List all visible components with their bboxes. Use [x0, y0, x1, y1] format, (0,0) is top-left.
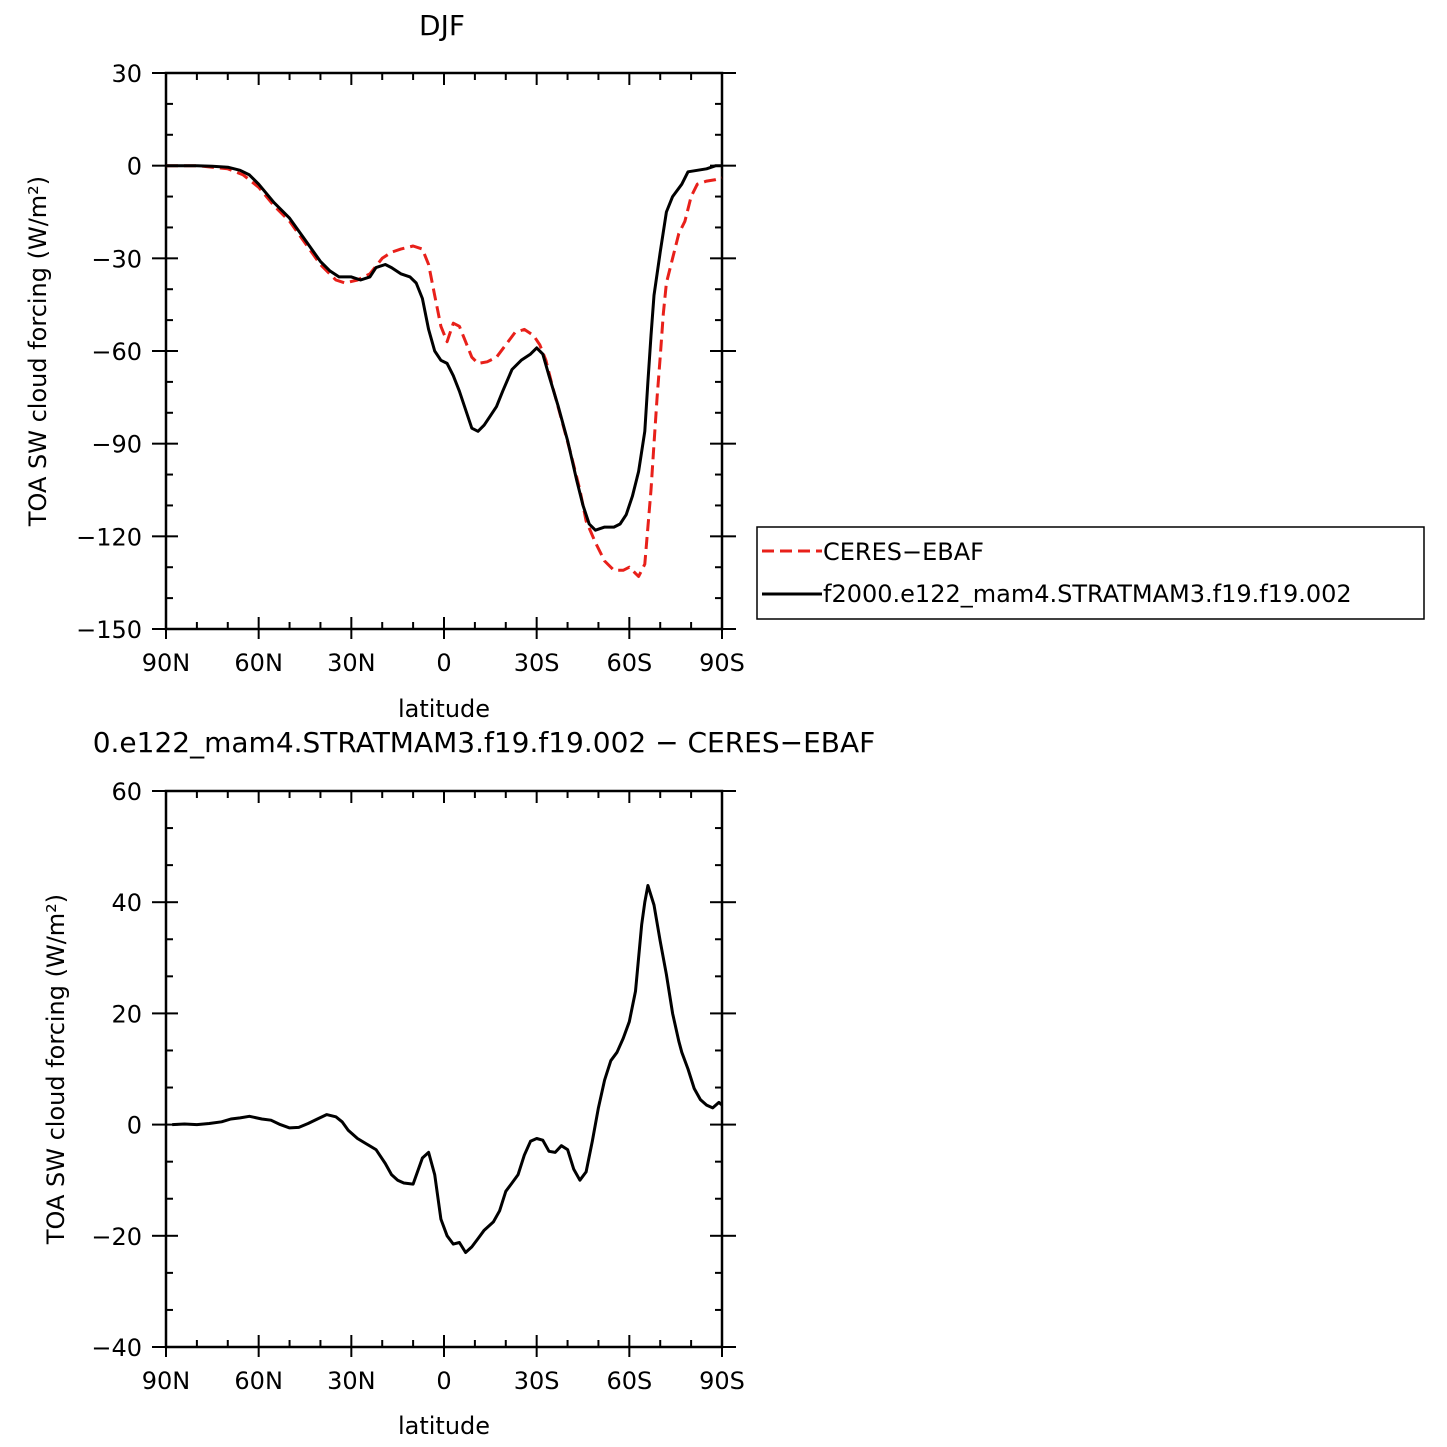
y-tick-label: −90	[91, 431, 142, 459]
top-plot-frame	[164, 71, 724, 631]
top-chart-title: DJF	[419, 9, 465, 42]
bottom-y-ticks: 60 40 20 0 −20 −40	[91, 778, 736, 1362]
bottom-y-axis-label: TOA SW cloud forcing (W/m²)	[42, 894, 70, 1245]
bottom-x-axis-label: latitude	[398, 1412, 490, 1440]
top-x-axis-label: latitude	[398, 695, 490, 723]
x-tick-label: 60N	[234, 1367, 283, 1395]
top-y-axis-label: TOA SW cloud forcing (W/m²)	[24, 176, 52, 527]
x-tick-label: 30S	[514, 649, 560, 677]
x-tick-label: 30N	[327, 649, 376, 677]
x-tick-label: 90S	[699, 649, 745, 677]
y-tick-label: 20	[111, 1000, 142, 1028]
x-tick-label: 30N	[327, 1367, 376, 1395]
series-line-1	[166, 164, 722, 532]
bottom-series	[172, 884, 723, 1254]
x-tick-label: 60N	[234, 649, 283, 677]
y-tick-label: −150	[76, 616, 142, 644]
x-tick-label: 90S	[699, 1367, 745, 1395]
x-tick-label: 0	[436, 649, 451, 677]
bottom-x-ticks: 90N 60N 30N 0 30S 60S 90S	[142, 791, 745, 1395]
x-tick-label: 0	[436, 1367, 451, 1395]
y-tick-label: 60	[111, 778, 142, 806]
legend-box	[756, 526, 1425, 620]
top-x-ticks: 90N 60N 30N 0 30S 60S 90S	[142, 73, 745, 677]
x-tick-label: 90N	[142, 1367, 191, 1395]
x-tick-label: 60S	[606, 649, 652, 677]
y-tick-label: −60	[91, 338, 142, 366]
series-line-0	[172, 884, 723, 1254]
y-tick-label: 30	[111, 60, 142, 88]
top-y-ticks: 30 0 −30 −60 −90 −120 −150	[76, 60, 736, 644]
x-tick-label: 90N	[142, 649, 191, 677]
y-tick-label: −30	[91, 245, 142, 273]
top-panel: DJF 90N 60N 30N 0 30S 60S 90S 30 0 −30 −60 −90 −120…	[24, 9, 745, 723]
y-tick-label: 0	[127, 153, 142, 181]
y-tick-label: 40	[111, 889, 142, 917]
bottom-chart-title: 0.e122_mam4.STRATMAM3.f19.f19.002 − CERE…	[93, 726, 876, 759]
y-tick-label: −120	[76, 523, 142, 551]
y-tick-label: −40	[91, 1334, 142, 1362]
y-tick-label: −20	[91, 1223, 142, 1251]
legend-label-ceres: CERES−EBAF	[823, 538, 984, 566]
legend: CERES−EBAF f2000.e122_mam4.STRATMAM3.f19…	[756, 526, 1425, 620]
y-tick-label: 0	[127, 1112, 142, 1140]
x-tick-label: 30S	[514, 1367, 560, 1395]
x-tick-label: 60S	[606, 1367, 652, 1395]
bottom-panel: 0.e122_mam4.STRATMAM3.f19.f19.002 − CERE…	[42, 726, 875, 1440]
legend-label-model: f2000.e122_mam4.STRATMAM3.f19.f19.002	[823, 580, 1352, 608]
series-line-0	[166, 164, 723, 578]
bottom-plot-frame	[164, 789, 724, 1349]
top-series	[166, 164, 723, 578]
